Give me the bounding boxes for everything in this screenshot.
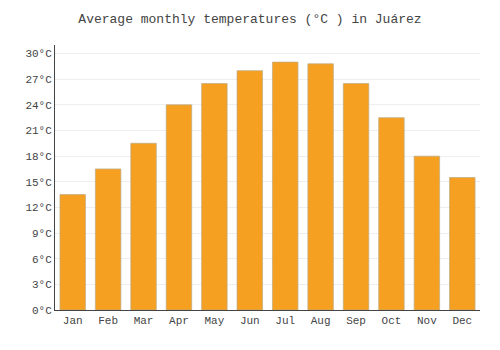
svg-text:27°C: 27°C	[25, 74, 52, 86]
svg-text:Dec: Dec	[452, 315, 472, 327]
svg-text:30°C: 30°C	[25, 48, 52, 60]
svg-text:Feb: Feb	[98, 315, 118, 327]
svg-text:Oct: Oct	[382, 315, 402, 327]
svg-text:May: May	[204, 315, 224, 327]
svg-text:Aug: Aug	[311, 315, 331, 327]
svg-text:Jan: Jan	[63, 315, 83, 327]
svg-text:Average monthly temperatures (: Average monthly temperatures (°C ) in Ju…	[78, 12, 421, 27]
svg-text:3°C: 3°C	[32, 279, 52, 291]
svg-text:Nov: Nov	[417, 315, 437, 327]
svg-text:Sep: Sep	[346, 315, 366, 327]
svg-text:Mar: Mar	[134, 315, 154, 327]
svg-text:21°C: 21°C	[25, 125, 52, 137]
svg-text:0°C: 0°C	[32, 305, 52, 317]
svg-text:18°C: 18°C	[25, 151, 52, 163]
svg-text:12°C: 12°C	[25, 202, 52, 214]
svg-text:15°C: 15°C	[25, 177, 52, 189]
svg-text:Apr: Apr	[169, 315, 189, 327]
svg-text:6°C: 6°C	[32, 254, 52, 266]
svg-text:Jul: Jul	[275, 315, 295, 327]
svg-text:Jun: Jun	[240, 315, 260, 327]
svg-text:9°C: 9°C	[32, 228, 52, 240]
svg-text:24°C: 24°C	[25, 100, 52, 112]
